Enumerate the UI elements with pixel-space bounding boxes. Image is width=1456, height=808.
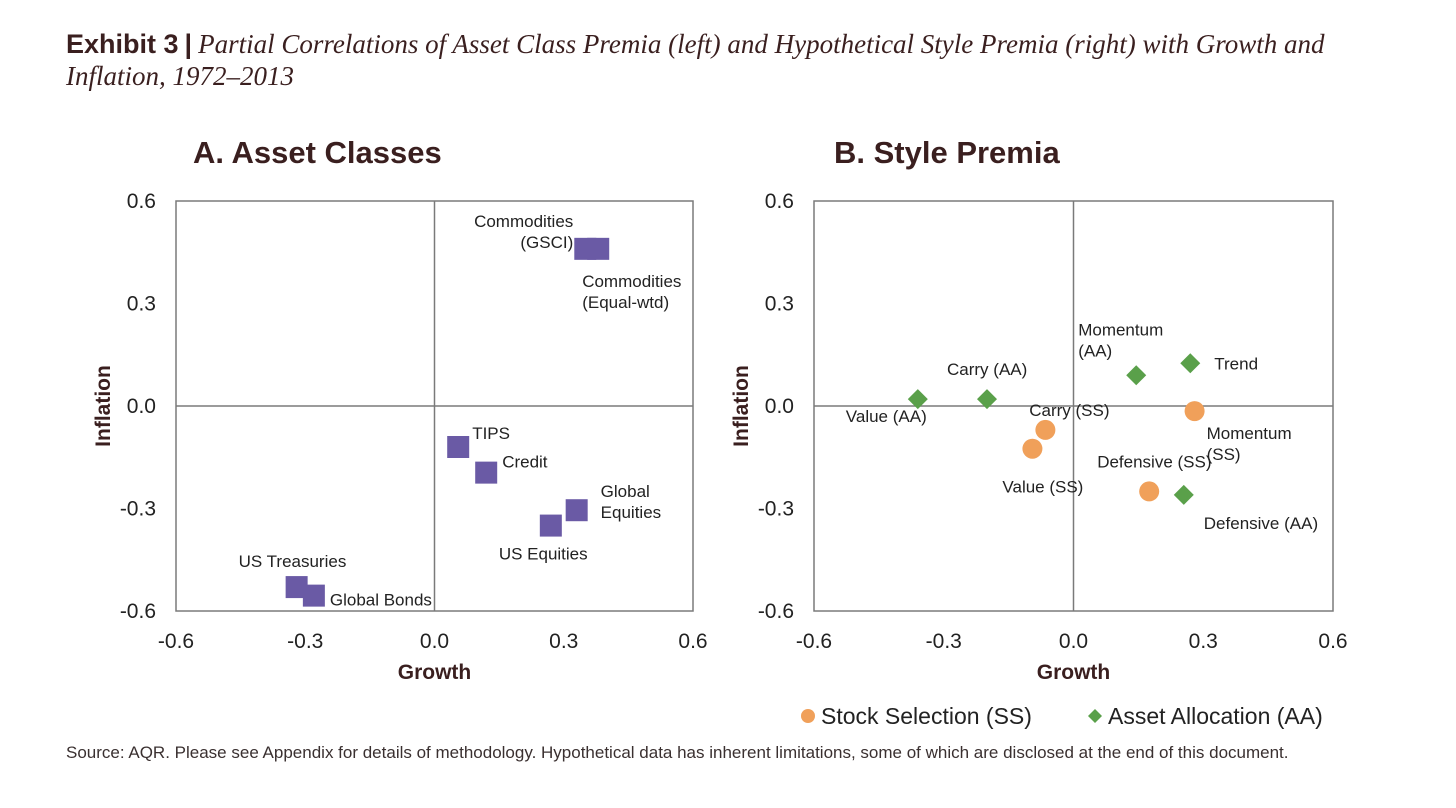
data-point-diamond xyxy=(1173,484,1194,505)
x-tick-label: -0.6 xyxy=(158,630,194,653)
y-tick-label: -0.3 xyxy=(120,498,156,521)
y-tick-label: -0.3 xyxy=(758,498,794,521)
data-point-diamond xyxy=(1180,353,1201,374)
data-label: US Treasuries xyxy=(239,552,347,571)
x-axis-label: Growth xyxy=(1037,661,1111,684)
data-label: Global xyxy=(601,482,650,501)
data-point-circle xyxy=(1035,419,1056,440)
data-label: Global Bonds xyxy=(330,591,432,610)
x-tick-label: 0.3 xyxy=(549,630,578,653)
source-note: Source: AQR. Please see Appendix for det… xyxy=(66,743,1289,762)
y-tick-label: 0.6 xyxy=(127,190,156,213)
data-label: Defensive (SS) xyxy=(1097,452,1211,471)
legend: Stock Selection (SS) Asset Allocation (AA… xyxy=(801,703,1323,729)
data-label: US Equities xyxy=(499,545,588,564)
y-tick-label: 0.0 xyxy=(765,395,794,418)
data-point-circle xyxy=(1184,401,1205,422)
legend-label: Asset Allocation (AA) xyxy=(1108,703,1323,729)
legend-marker-circle xyxy=(801,709,815,723)
chart-title: B. Style Premia xyxy=(834,135,1060,170)
data-point-square xyxy=(565,499,588,522)
x-tick-label: 0.3 xyxy=(1189,630,1218,653)
data-point-square xyxy=(475,461,498,484)
data-point-square xyxy=(587,237,610,260)
data-label: Equities xyxy=(601,503,661,522)
y-tick-label: 0.6 xyxy=(765,190,794,213)
exhibit-number: Exhibit 3 xyxy=(66,29,179,59)
x-tick-label: 0.0 xyxy=(1059,630,1088,653)
data-label: Value (AA) xyxy=(846,407,927,426)
x-axis-label: Growth xyxy=(398,661,472,684)
data-label: Commodities xyxy=(582,272,681,291)
x-tick-label: 0.6 xyxy=(1318,630,1347,653)
x-tick-label: -0.6 xyxy=(796,630,832,653)
data-point-circle xyxy=(1022,438,1043,459)
y-tick-label: 0.3 xyxy=(127,293,156,316)
y-tick-label: -0.6 xyxy=(120,600,156,623)
exhibit-header: Exhibit 3 | Partial Correlations of Asset … xyxy=(66,28,1426,92)
x-tick-label: 0.0 xyxy=(420,630,449,653)
data-point-square xyxy=(285,576,308,599)
data-label: (AA) xyxy=(1078,341,1112,360)
chart-style-premia: B. Style Premia -0.6 -0.3 0.0 0.3 0.6 0.6 0.3 0.… xyxy=(730,135,1348,729)
data-label: Carry (SS) xyxy=(1029,401,1109,420)
data-label: (GSCI) xyxy=(520,233,573,252)
y-tick-label: 0.0 xyxy=(127,395,156,418)
data-point-diamond xyxy=(977,389,997,410)
data-label: TIPS xyxy=(472,424,510,443)
x-tick-label: -0.3 xyxy=(287,630,323,653)
x-tick-label: 0.6 xyxy=(678,630,707,653)
data-point-square xyxy=(302,584,325,607)
data-label: (SS) xyxy=(1207,445,1241,464)
y-tick-label: -0.6 xyxy=(758,600,794,623)
data-point-circle xyxy=(1139,481,1160,502)
data-point-square xyxy=(447,436,470,458)
chart-asset-classes: A. Asset Classes -0.6 -0.3 0.0 0.3 0.6 0.6 0.3 0… xyxy=(92,135,708,684)
data-label: Defensive (AA) xyxy=(1204,514,1318,533)
data-point-square xyxy=(539,514,562,537)
data-point-diamond xyxy=(1126,365,1147,386)
y-axis-label: Inflation xyxy=(92,365,115,447)
x-tick-label: -0.3 xyxy=(926,630,962,653)
data-label: (Equal-wtd) xyxy=(582,293,669,312)
chart-title: A. Asset Classes xyxy=(193,135,442,170)
y-axis-label: Inflation xyxy=(730,365,753,447)
legend-marker-diamond xyxy=(1088,709,1102,723)
data-label: Credit xyxy=(502,453,548,472)
data-label: Momentum xyxy=(1207,424,1292,443)
data-label: Carry (AA) xyxy=(947,360,1027,379)
header-separator: | xyxy=(184,29,193,59)
data-label: Momentum xyxy=(1078,320,1163,339)
data-label: Commodities xyxy=(474,212,573,231)
legend-label: Stock Selection (SS) xyxy=(821,703,1032,729)
y-tick-label: 0.3 xyxy=(765,293,794,316)
data-label: Value (SS) xyxy=(1002,478,1083,497)
exhibit-title: Partial Correlations of Asset Class Prem… xyxy=(66,29,1325,91)
data-label: Trend xyxy=(1214,354,1258,373)
data-point-diamond xyxy=(907,389,928,410)
